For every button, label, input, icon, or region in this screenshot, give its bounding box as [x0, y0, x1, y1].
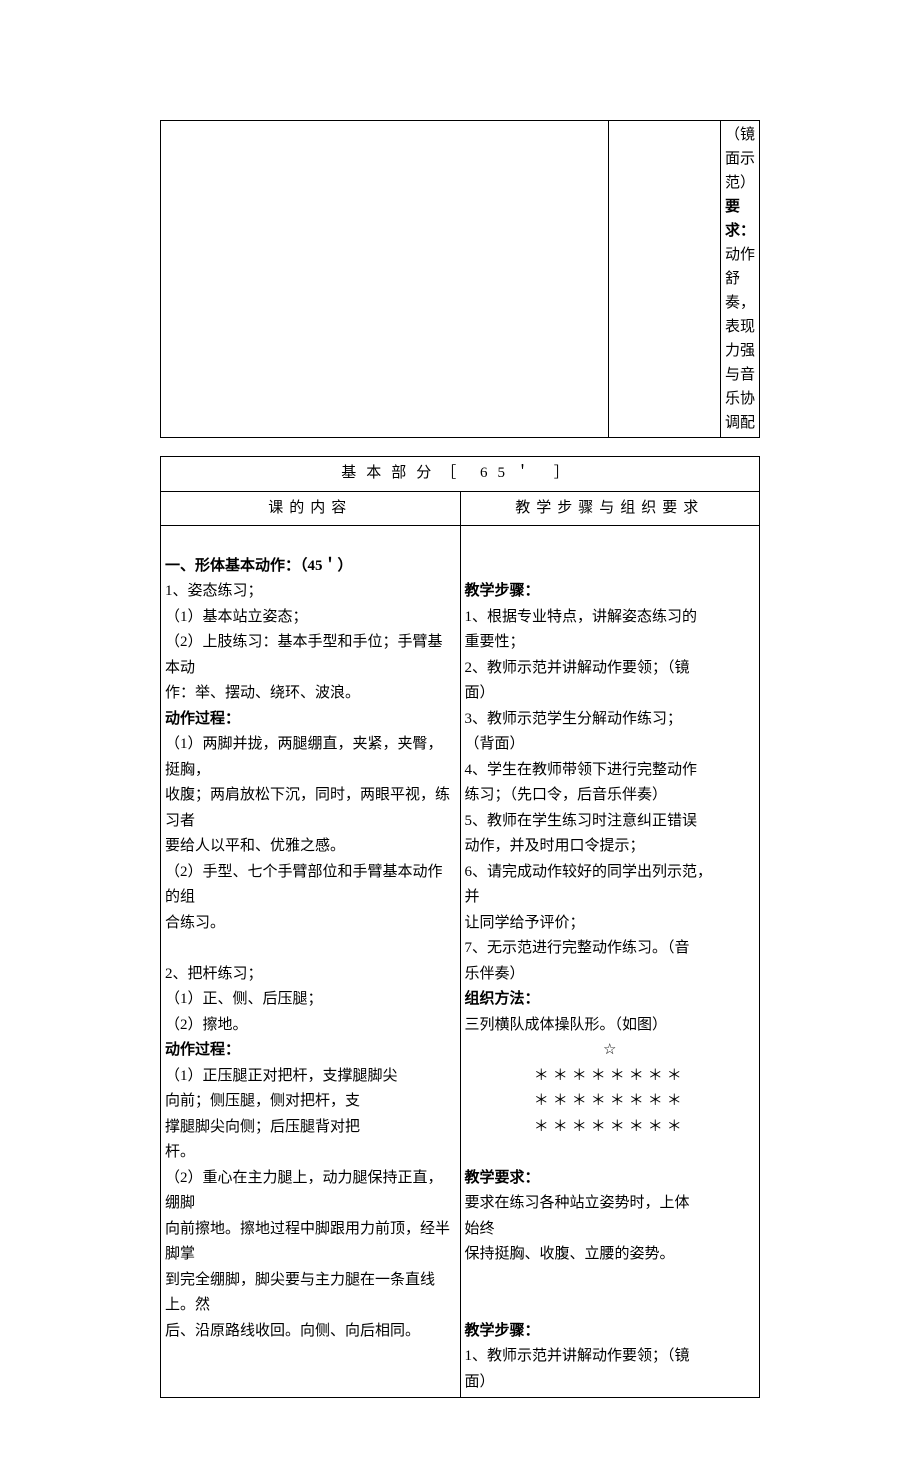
- left-p12: 向前；侧压腿，侧对把杆，支: [165, 1093, 360, 1109]
- top-right-cell: （镜面示范） 要求： 动作舒 奏，表现力强 与音乐协调配: [720, 121, 759, 438]
- left-p1: （1）基本站立姿态；: [165, 609, 308, 625]
- stars-row-1: ＊＊＊＊＊＊＊＊: [465, 1064, 756, 1090]
- top-fragment-table: （镜面示范） 要求： 动作舒 奏，表现力强 与音乐协调配: [160, 120, 760, 438]
- left-p7: （2）手型、七个手臂部位和手臂基本动作的组: [165, 864, 443, 906]
- top-empty-mid: [608, 121, 720, 438]
- right-p3: 2、教师示范并讲解动作要领；（镜: [465, 660, 690, 676]
- right-p8: 练习；（先口令，后音乐伴奏）: [465, 787, 668, 803]
- stars-row-3: ＊＊＊＊＊＊＊＊: [465, 1115, 756, 1141]
- right-p7: 4、学生在教师带领下进行完整动作: [465, 762, 698, 778]
- right-p5: 3、教师示范学生分解动作练习；: [465, 711, 683, 727]
- right-p1: 1、根据专业特点，讲解姿态练习的: [465, 609, 698, 625]
- top-r-l1: （镜面示范）: [725, 127, 755, 191]
- top-r-l2b: 动作舒: [725, 247, 755, 287]
- left-p11: （1）正压腿正对把杆，支撑腿脚尖: [165, 1068, 398, 1084]
- left-p4: （1）两脚并拢，两腿绷直，夹紧，夹臀，挺胸，: [165, 736, 443, 778]
- right-p20: 1、教师示范并讲解动作要领；（镜: [465, 1348, 690, 1364]
- right-p16: 三列横队成体操队形。（如图）: [465, 1017, 668, 1033]
- content-left: 一、形体基本动作：（45＇） 1、姿态练习； （1）基本站立姿态； （2）上肢练…: [161, 526, 461, 1398]
- content-right: 教学步骤： 1、根据专业特点，讲解姿态练习的 重要性； 2、教师示范并讲解动作要…: [460, 526, 760, 1398]
- left-p10: （2）擦地。: [165, 1017, 248, 1033]
- left-p15: （2）重心在主力腿上，动力腿保持正直，绷脚: [165, 1170, 443, 1212]
- left-p13: 撑腿脚尖向侧；后压腿背对把: [165, 1119, 360, 1135]
- left-p6: 要给人以平和、优雅之感。: [165, 838, 345, 854]
- top-r-l2a: 要求：: [725, 199, 755, 239]
- left-t4: 2、把杆练习；: [165, 966, 263, 982]
- right-t2: 组织方法：: [465, 991, 540, 1007]
- right-t1: 教学步骤：: [465, 583, 540, 599]
- left-p8: 合练习。: [165, 915, 225, 931]
- top-r-l3: 奏，表现力强: [725, 295, 755, 359]
- right-p18: 始终: [465, 1221, 495, 1237]
- left-p5: 收腹；两肩放松下沉，同时，两眼平视，练习者: [165, 787, 450, 829]
- right-p4: 面）: [465, 685, 495, 701]
- stars-row-2: ＊＊＊＊＊＊＊＊: [465, 1089, 756, 1115]
- right-p12: 并: [465, 889, 480, 905]
- right-p2: 重要性；: [465, 634, 525, 650]
- left-p2: （2）上肢练习：基本手型和手位；手臂基本动: [165, 634, 443, 676]
- star-icon: ☆: [465, 1038, 756, 1064]
- right-p14: 7、无示范进行完整动作练习。（音: [465, 940, 690, 956]
- right-t3: 教学要求：: [465, 1170, 540, 1186]
- right-p19: 保持挺胸、收腹、立腰的姿势。: [465, 1246, 675, 1262]
- section-header: 基本部分［ 65＇ ］: [161, 457, 760, 492]
- right-p13: 让同学给予评价；: [465, 915, 585, 931]
- left-t3: 动作过程：: [165, 711, 240, 727]
- right-p17: 要求在练习各种站立姿势时，上体: [465, 1195, 690, 1211]
- right-p9: 5、教师在学生练习时注意纠正错误: [465, 813, 698, 829]
- left-p9: （1）正、侧、后压腿；: [165, 991, 323, 1007]
- left-t1: 一、形体基本动作：（45＇）: [165, 558, 353, 574]
- right-t4: 教学步骤：: [465, 1323, 540, 1339]
- left-p3: 作：举、摆动、绕环、波浪。: [165, 685, 360, 701]
- right-p6: （背面）: [465, 736, 525, 752]
- left-t2: 1、姿态练习；: [165, 583, 263, 599]
- right-p10: 动作，并及时用口令提示；: [465, 838, 645, 854]
- top-r-l4: 与音乐协调配: [725, 367, 755, 431]
- sub-header-left: 课的内容: [161, 491, 461, 526]
- left-p17: 到完全绷脚，脚尖要与主力腿在一条直线上。然: [165, 1272, 435, 1314]
- left-p18: 后、沿原路线收回。向侧、向后相同。: [165, 1323, 420, 1339]
- top-empty-left: [161, 121, 609, 438]
- right-p21: 面）: [465, 1374, 495, 1390]
- right-p15: 乐伴奏）: [465, 966, 525, 982]
- left-t5: 动作过程：: [165, 1042, 240, 1058]
- sub-header-right: 教学步骤与组织要求: [460, 491, 760, 526]
- main-table: 基本部分［ 65＇ ］ 课的内容 教学步骤与组织要求 一、形体基本动作：（45＇…: [160, 456, 760, 1398]
- left-p16: 向前擦地。擦地过程中脚跟用力前顶，经半脚掌: [165, 1221, 450, 1263]
- right-p11: 6、请完成动作较好的同学出列示范，: [465, 864, 713, 880]
- left-p14: 杆。: [165, 1144, 195, 1160]
